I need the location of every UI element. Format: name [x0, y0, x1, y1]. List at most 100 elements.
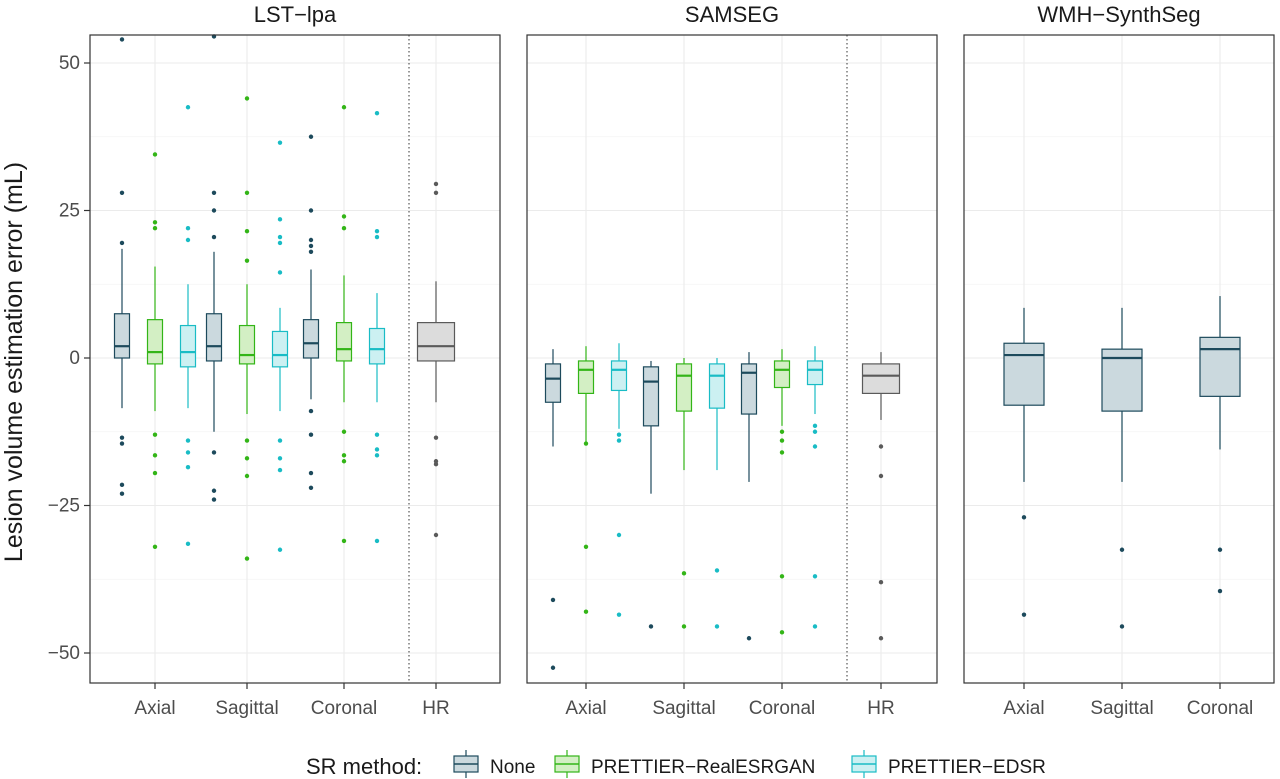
- outlier-point: [616, 612, 622, 617]
- outlier-point: [152, 152, 158, 157]
- outlier-point: [341, 538, 347, 544]
- box-iqr: [179, 324, 197, 368]
- y-tick-label: 25: [59, 201, 80, 222]
- box-sagittal-prettier-realesrgan: [238, 96, 256, 561]
- x-tick-label: Sagittal: [652, 698, 715, 719]
- y-tick-label: −25: [48, 496, 80, 517]
- outlier-point: [211, 234, 217, 240]
- outlier-point: [277, 456, 283, 461]
- box-sagittal-none: [205, 34, 223, 502]
- outlier-point: [878, 636, 884, 641]
- box-iqr: [1101, 348, 1143, 412]
- box-iqr: [861, 363, 901, 394]
- y-axis-ticks: 50 25 0 −25 −50: [48, 53, 90, 664]
- outlier-point: [583, 544, 589, 549]
- outlier-point: [152, 544, 158, 549]
- outlier-point: [277, 270, 283, 275]
- outlier-point: [779, 450, 785, 455]
- panel-title: WMH−SynthSeg: [1037, 2, 1200, 27]
- outlier-point: [341, 453, 347, 458]
- outlier-point: [244, 258, 250, 263]
- outlier-point: [550, 597, 556, 603]
- outlier-point: [1021, 612, 1027, 617]
- box-sagittal-none: [1101, 307, 1143, 629]
- outlier-point: [277, 217, 283, 222]
- legend-entry-none: None: [453, 750, 535, 778]
- outlier-point: [308, 408, 314, 414]
- outlier-point: [119, 37, 125, 42]
- legend-title: SR method:: [306, 754, 422, 779]
- x-tick-label: Axial: [565, 698, 606, 719]
- outlier-point: [119, 441, 125, 446]
- y-tick-label: 0: [69, 348, 80, 369]
- box-sagittal-prettier-edsr: [271, 140, 289, 552]
- outlier-point: [119, 240, 125, 246]
- panel-wmh-synthseg: WMH−SynthSeg Axial Sagittal Coronal: [963, 2, 1275, 719]
- box-iqr: [335, 322, 353, 362]
- outlier-point: [152, 470, 158, 476]
- outlier-point: [244, 228, 250, 234]
- panel-title: LST−lpa: [254, 2, 337, 27]
- outlier-point: [277, 140, 283, 145]
- box-axial-none: [544, 349, 562, 670]
- outlier-point: [341, 226, 347, 231]
- outlier-point: [244, 473, 250, 479]
- outlier-point: [185, 438, 191, 443]
- outlier-point: [152, 226, 158, 231]
- box-iqr: [740, 363, 758, 415]
- outlier-point: [1217, 547, 1223, 552]
- outlier-point: [681, 571, 687, 576]
- outlier-point: [211, 190, 217, 195]
- outlier-point: [341, 429, 347, 434]
- panel-lst-lpa: LST−lpa Axial Sagittal Coronal HR: [89, 2, 501, 719]
- outlier-point: [185, 226, 191, 231]
- panel-border: [526, 34, 938, 684]
- outlier-point: [648, 624, 654, 629]
- outlier-point: [374, 234, 380, 240]
- outlier-point: [714, 624, 720, 629]
- box-axial-prettier-realesrgan: [577, 346, 595, 614]
- box-hr-hr: [861, 352, 901, 641]
- panel-samseg: SAMSEG Axial Sagittal Coronal HR: [526, 2, 938, 719]
- box-coronal-prettier-edsr: [368, 110, 386, 544]
- x-tick-label: Sagittal: [215, 698, 278, 719]
- outlier-point: [681, 624, 687, 629]
- outlier-point: [341, 459, 347, 464]
- legend: SR method: None PRETTIER−RealESRGAN PRETTI…: [306, 750, 1046, 779]
- outlier-point: [779, 438, 785, 443]
- outlier-point: [308, 237, 314, 243]
- outlier-point: [185, 450, 191, 455]
- outlier-point: [583, 441, 589, 446]
- outlier-point: [433, 462, 439, 467]
- outlier-point: [119, 190, 125, 195]
- outlier-point: [185, 541, 191, 547]
- facet-panels: LST−lpa Axial Sagittal Coronal HR SAMSEG Axial…: [89, 2, 1275, 719]
- outlier-point: [211, 208, 217, 213]
- outlier-point: [812, 574, 818, 579]
- outlier-point: [277, 240, 283, 246]
- box-iqr: [708, 363, 726, 409]
- x-tick-label: Axial: [1003, 698, 1044, 719]
- box-iqr: [1003, 342, 1045, 406]
- outlier-point: [812, 429, 818, 434]
- outlier-point: [308, 470, 314, 476]
- outlier-point: [746, 636, 752, 641]
- box-iqr: [205, 313, 223, 362]
- outlier-point: [374, 447, 380, 452]
- box-iqr: [806, 360, 824, 386]
- outlier-point: [119, 491, 125, 496]
- box-iqr: [271, 330, 289, 368]
- outlier-point: [1217, 588, 1223, 594]
- outlier-point: [1119, 624, 1125, 629]
- x-tick-label: Coronal: [311, 698, 378, 719]
- panel-title: SAMSEG: [685, 2, 779, 27]
- outlier-point: [152, 220, 158, 225]
- box-axial-prettier-edsr: [179, 105, 197, 547]
- outlier-point: [185, 464, 191, 470]
- outlier-point: [277, 467, 283, 473]
- box-iqr: [544, 363, 562, 403]
- outlier-point: [277, 438, 283, 443]
- outlier-point: [616, 432, 622, 437]
- box-iqr: [773, 360, 791, 389]
